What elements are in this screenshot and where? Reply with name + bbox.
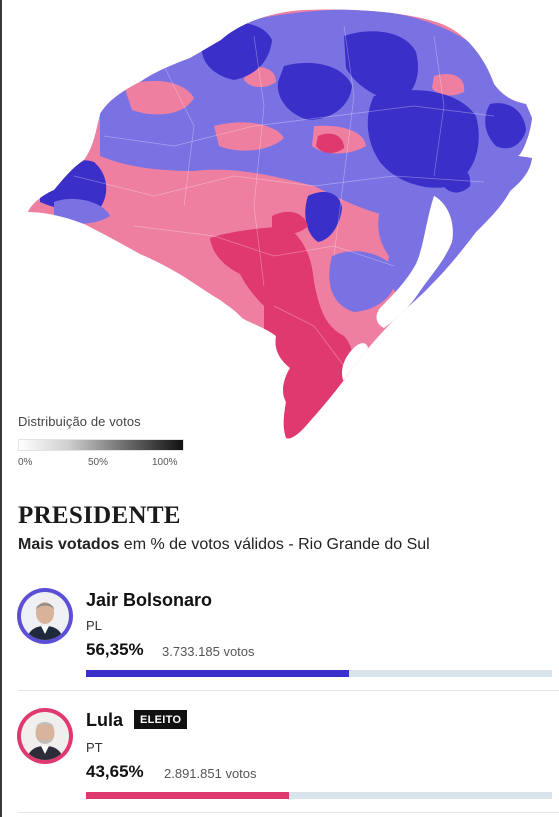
candidate-percent: 43,65% [86, 762, 144, 781]
candidate-party: PT [86, 740, 103, 755]
legend-tick-50: 50% [88, 457, 109, 468]
region-north-strong-pink [316, 133, 344, 154]
vote-share-fill [86, 792, 290, 799]
candidate-card-bolsonaro[interactable]: Jair Bolsonaro PL 56,35% 3.733.185 votos [0, 578, 559, 688]
vote-share-fill [86, 670, 349, 677]
region-central-dark [305, 192, 342, 242]
region-pink-patch-1 [124, 80, 194, 115]
region-southeast-mid-purple [329, 251, 398, 312]
region-north-central-dark [277, 62, 352, 120]
vote-share-track [86, 792, 552, 799]
candidate-votes: 2.891.851 votos [164, 766, 257, 781]
region-pink-patch-5 [432, 73, 465, 96]
candidate-party: PL [86, 618, 102, 633]
municipal-borders [73, 25, 495, 367]
rio-grande-do-sul-vote-map[interactable] [14, 6, 544, 442]
vote-share-track [86, 670, 552, 677]
section-subtitle: Mais votados em % de votos válidos - Rio… [18, 536, 430, 554]
left-frame-border [0, 0, 2, 817]
region-northeast-dark-2 [367, 90, 479, 188]
vote-distribution-legend: Distribuição de votos 0% 50% 100% [18, 414, 218, 469]
map-regions [28, 9, 532, 439]
subtitle-rest: em % de votos válidos - Rio Grande do Su… [119, 536, 430, 553]
region-east-dark [485, 103, 526, 149]
subtitle-bold: Mais votados [18, 536, 120, 553]
region-south-strong-pink [210, 226, 353, 439]
region-east-dark-2 [442, 165, 471, 193]
legend-ticks: 0% 50% 100% [18, 457, 188, 469]
candidate-divider [18, 690, 559, 691]
section-title: PRESIDENTE [18, 502, 181, 529]
avatar-portrait-icon [17, 588, 73, 644]
region-southwest-mid-purple [54, 198, 110, 224]
candidate-divider [18, 812, 559, 813]
lagoa-mirim [342, 343, 368, 382]
avatar-portrait-icon [17, 708, 73, 764]
candidate-name: Lula [86, 710, 124, 730]
region-northeast-dark-1 [344, 31, 418, 102]
candidate-votes: 3.733.185 votos [162, 644, 255, 659]
legend-tick-0: 0% [18, 457, 33, 468]
elected-badge: ELEITO [134, 710, 188, 729]
region-pink-patch-2 [214, 122, 284, 151]
legend-title: Distribuição de votos [18, 414, 141, 429]
region-central-strong-pink [272, 211, 308, 234]
legend-gradient-bar [18, 439, 184, 451]
candidate-percent: 56,35% [86, 640, 144, 659]
candidate-card-lula[interactable]: Lula ELEITO PT 43,65% 2.891.851 votos [0, 698, 559, 810]
state-map-svg [28, 9, 532, 439]
candidate-avatar [17, 588, 73, 644]
candidate-name: Jair Bolsonaro [86, 590, 213, 610]
candidate-avatar [17, 708, 73, 764]
lagoa-dos-patos [376, 196, 453, 328]
legend-tick-100: 100% [152, 457, 178, 468]
